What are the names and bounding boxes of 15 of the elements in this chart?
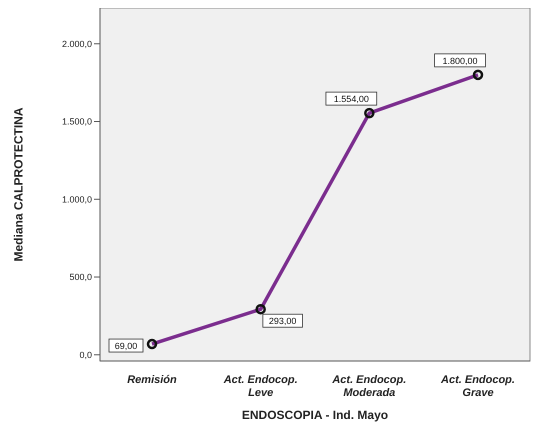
x-tick-label: Remisión [127, 374, 178, 386]
y-tick-label: 500,0 [69, 272, 92, 282]
x-tick-label: Act. Endocop. Moderada [331, 374, 406, 399]
x-axis-title: ENDOSCOPIA - Ind. Mayo [242, 408, 388, 422]
data-label: 293,00 [268, 316, 296, 326]
x-tick-label: Act. Endocop. Grave [440, 374, 515, 399]
y-tick-label: 0,0 [79, 350, 92, 360]
y-tick-label: 1.000,0 [62, 194, 92, 204]
data-label: 1.800,00 [442, 56, 478, 66]
data-label: 1.554,00 [334, 94, 369, 104]
y-tick-label: 2.000,0 [62, 38, 92, 49]
y-tick-label: 1.500,0 [62, 116, 92, 127]
data-label: 69,00 [114, 341, 138, 352]
y-axis-title: Mediana CALPROTECTINA [11, 107, 26, 262]
x-tick-label: Act. Endocop. Leve [222, 374, 298, 399]
